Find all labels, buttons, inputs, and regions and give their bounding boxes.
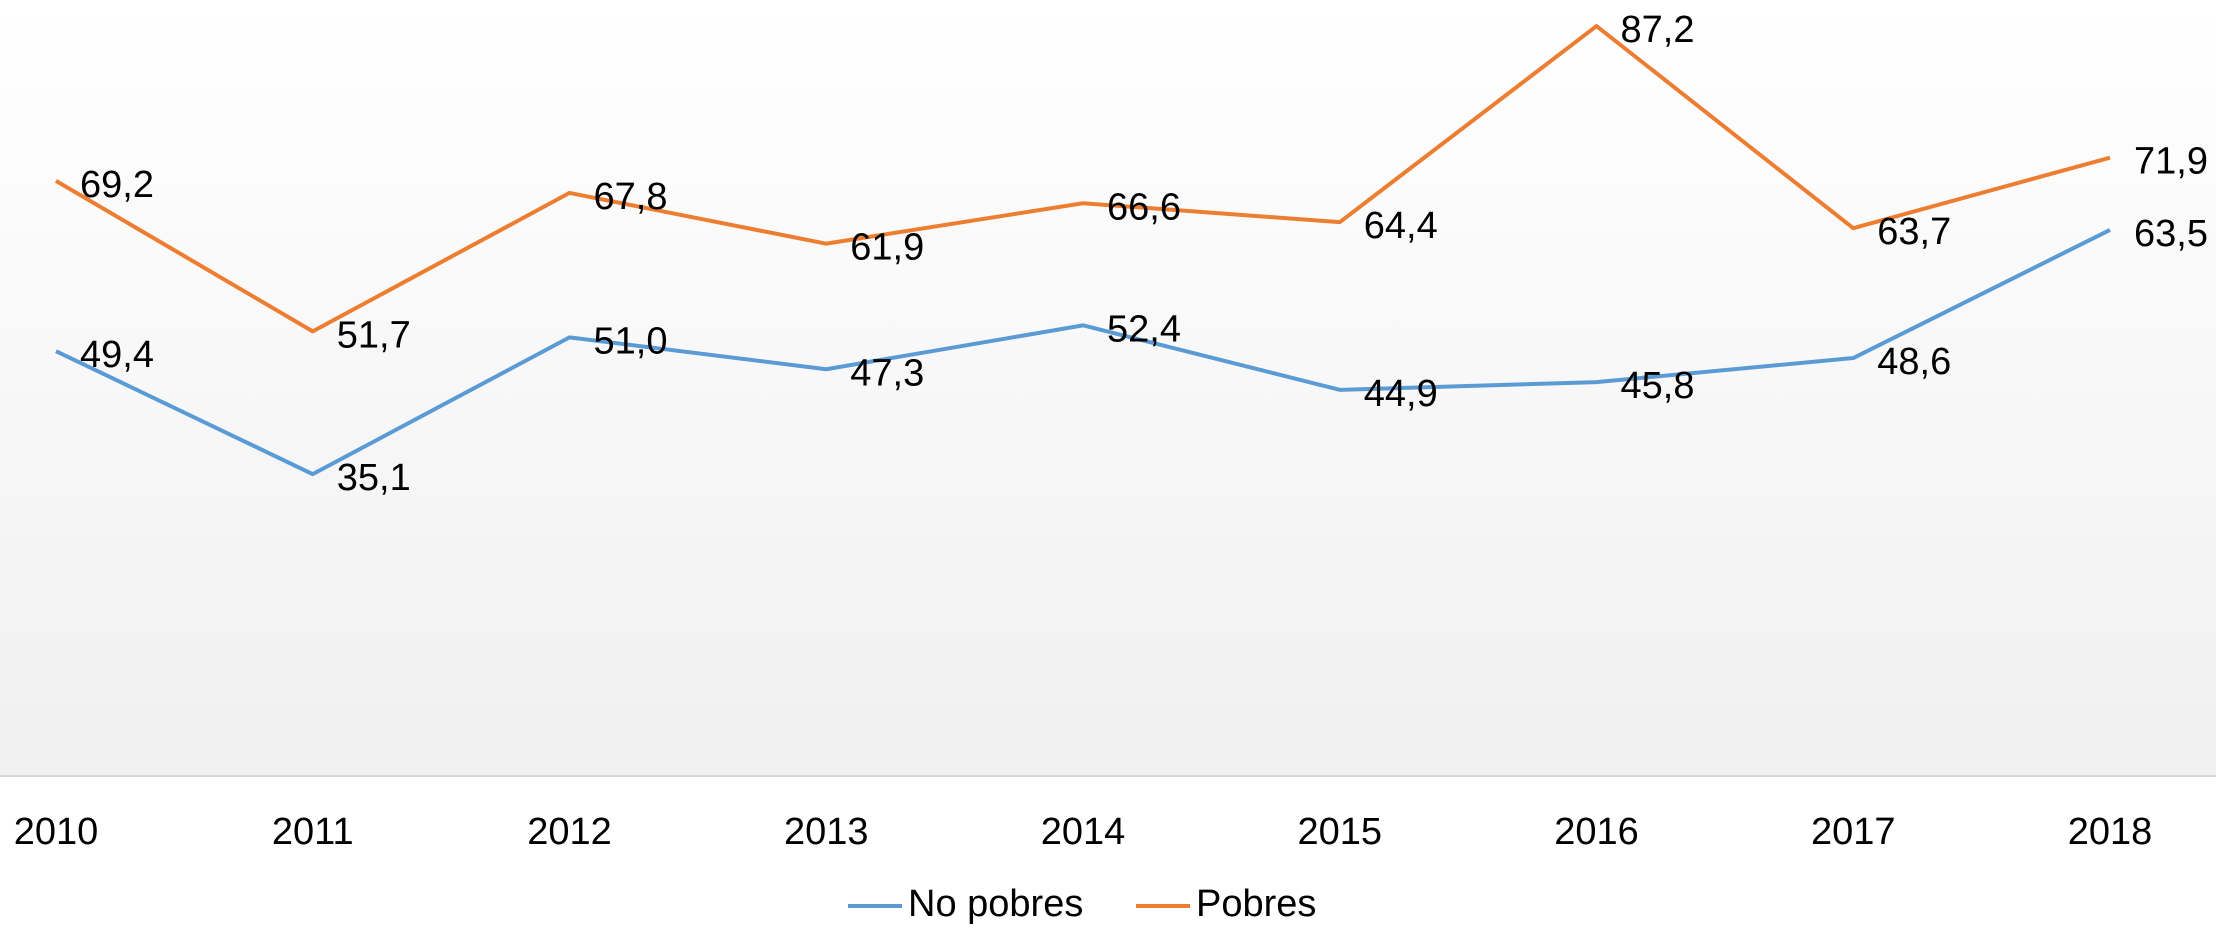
data-label: 45,8	[1621, 365, 1695, 407]
data-label: 64,4	[1364, 205, 1438, 247]
x-tick-label: 2014	[1041, 811, 1126, 853]
data-label: 67,8	[594, 176, 668, 218]
legend-label: No pobres	[908, 883, 1083, 925]
x-tick-label: 2017	[1811, 811, 1896, 853]
data-label: 63,5	[2134, 213, 2208, 255]
data-label: 61,9	[850, 227, 924, 269]
series-line	[55, 228, 2111, 477]
x-tick-label: 2012	[527, 811, 612, 853]
data-label: 49,4	[80, 334, 154, 376]
x-tick-label: 2013	[784, 811, 869, 853]
x-tick-label: 2015	[1297, 811, 1382, 853]
data-label: 66,6	[1107, 186, 1181, 228]
x-tick-label: 2016	[1554, 811, 1639, 853]
data-label: 71,9	[2134, 141, 2208, 183]
data-label: 51,0	[594, 320, 668, 362]
data-label: 52,4	[1107, 308, 1181, 350]
x-tick-label: 2011	[272, 811, 354, 853]
data-label: 44,9	[1364, 373, 1438, 415]
legend-label: Pobres	[1196, 883, 1316, 925]
series-line	[54, 24, 2111, 334]
x-tick-label: 2010	[14, 811, 99, 853]
data-label: 69,2	[80, 164, 154, 206]
data-label: 35,1	[337, 457, 411, 499]
data-label: 48,6	[1877, 341, 1951, 383]
data-label: 47,3	[850, 352, 924, 394]
data-label: 63,7	[1877, 211, 1951, 253]
plot-background	[0, 0, 2216, 776]
x-tick-label: 2018	[2068, 811, 2153, 853]
data-label: 51,7	[337, 314, 411, 356]
data-label: 87,2	[1621, 9, 1695, 51]
